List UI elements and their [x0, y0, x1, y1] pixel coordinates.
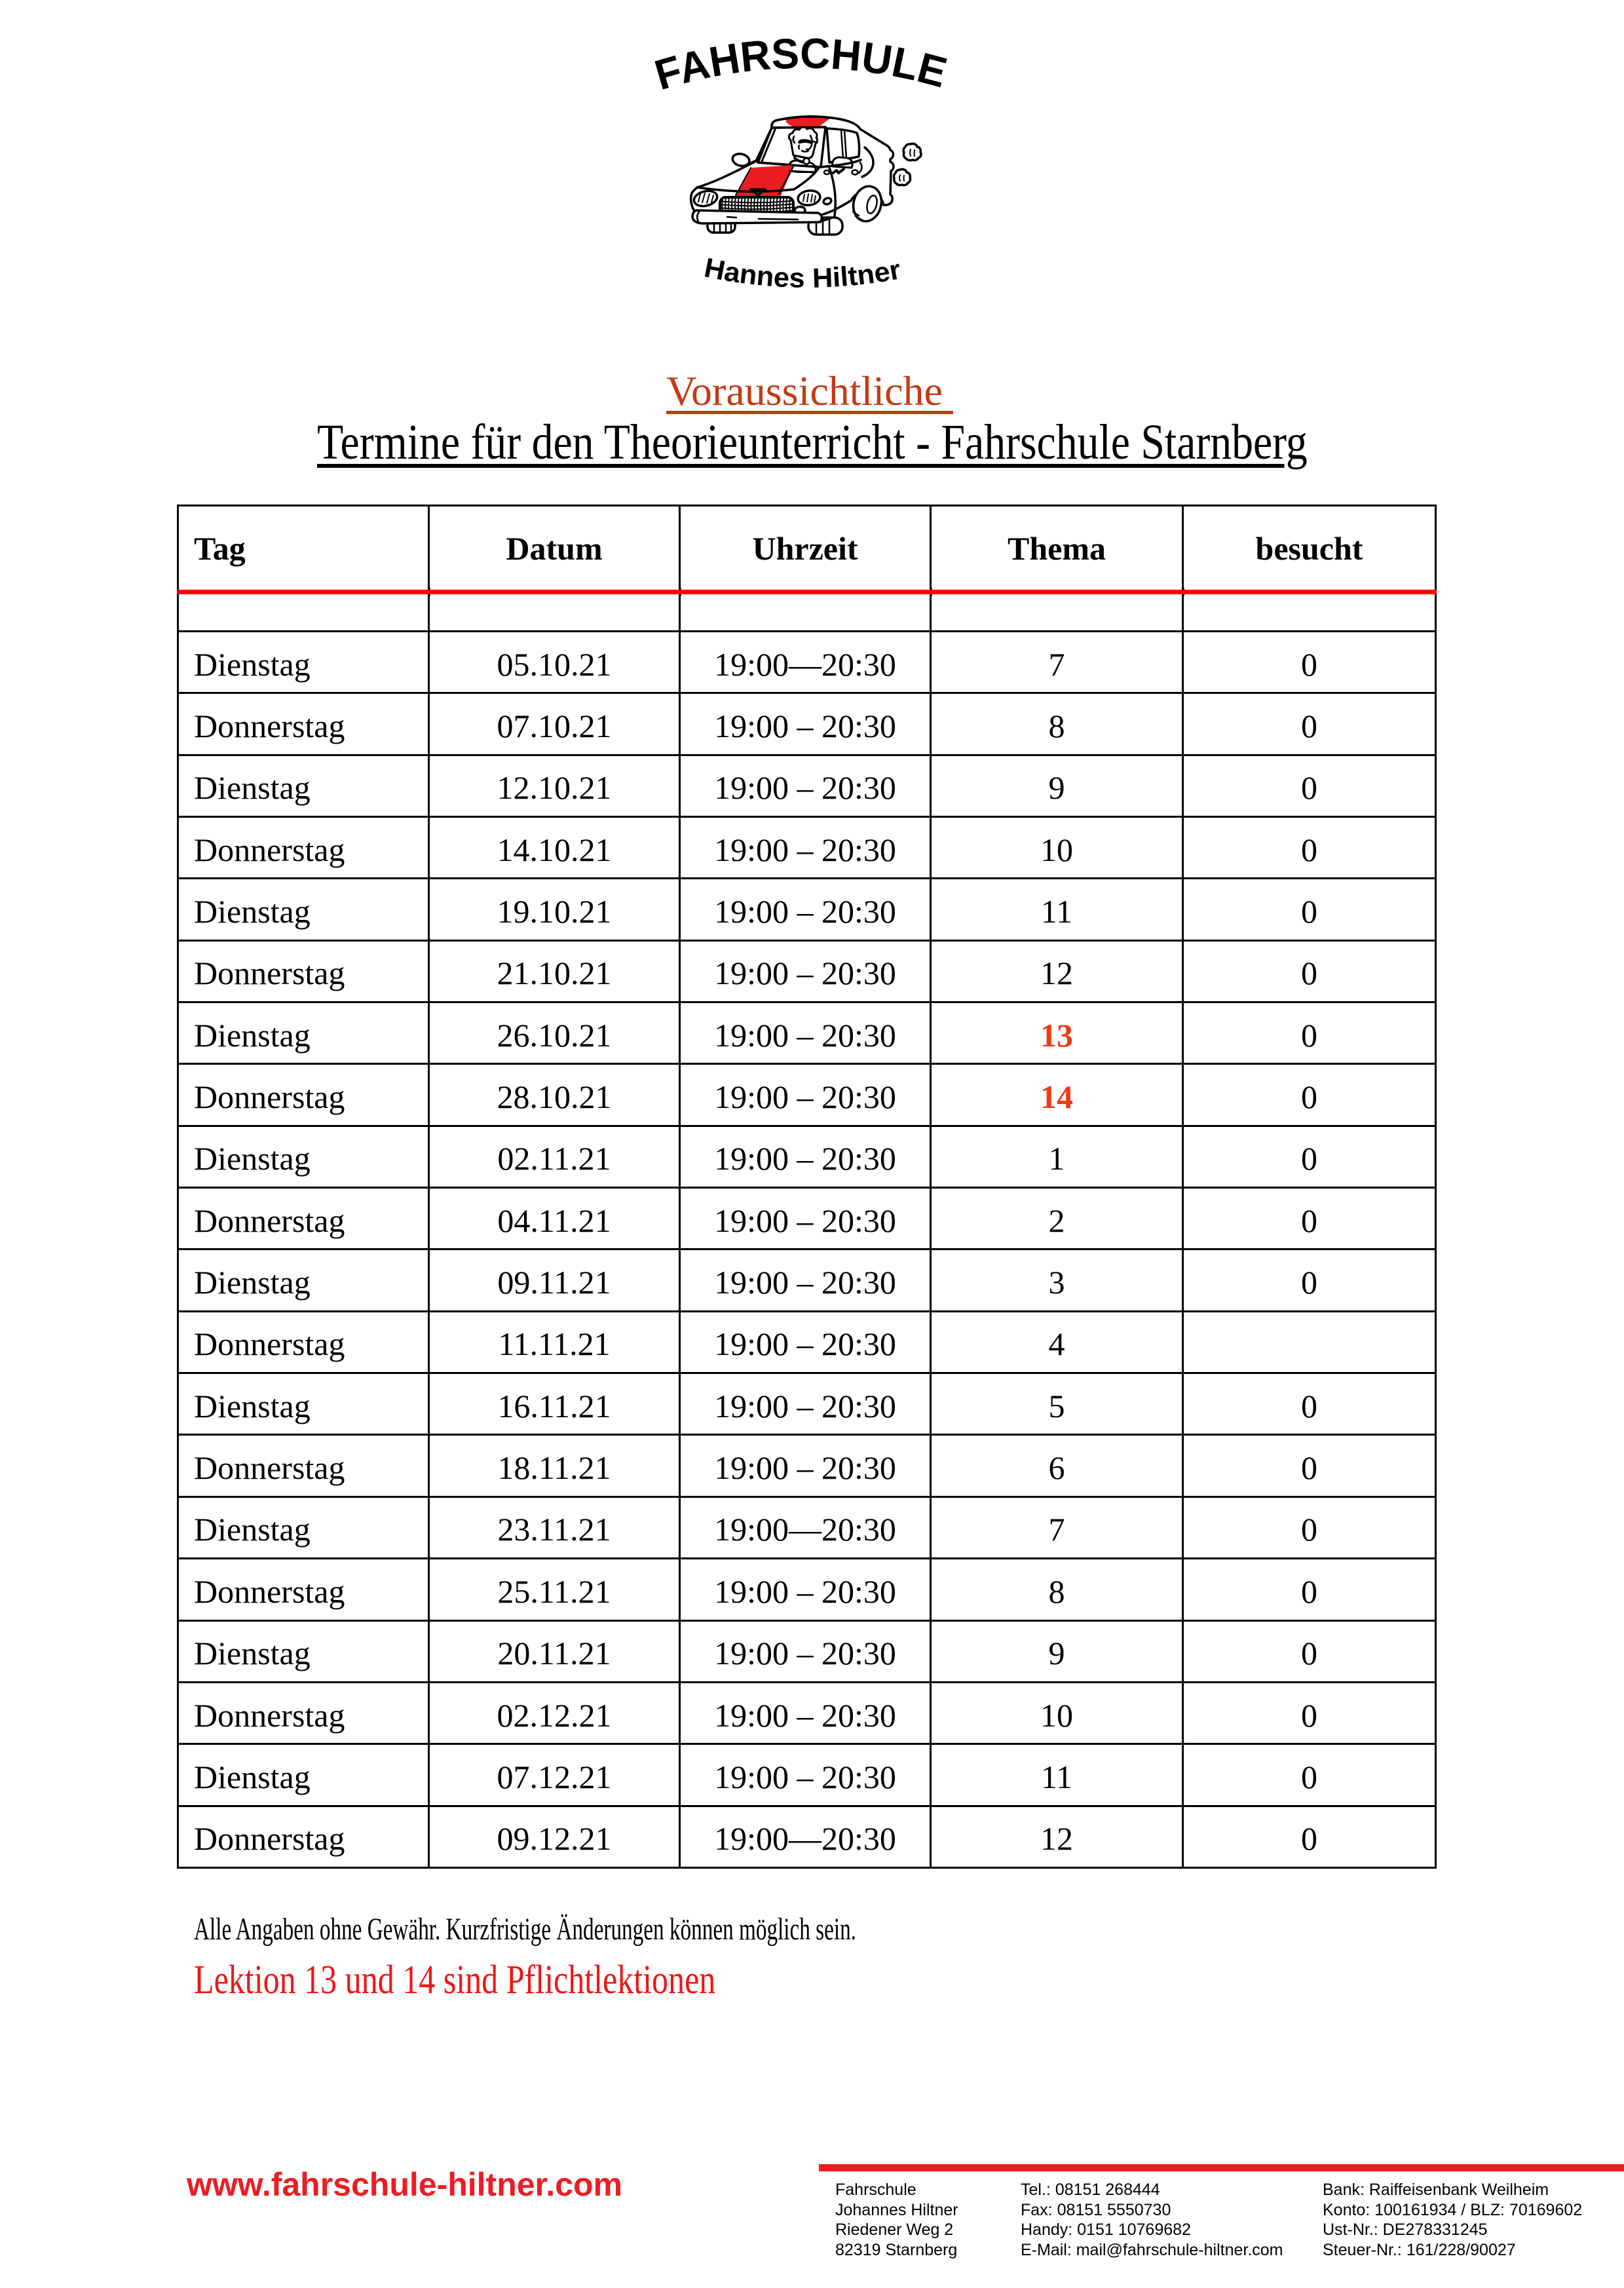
- svg-text:FAHRSCHULE: FAHRSCHULE: [649, 29, 952, 99]
- svg-text:Hannes Hiltner: Hannes Hiltner: [702, 252, 903, 293]
